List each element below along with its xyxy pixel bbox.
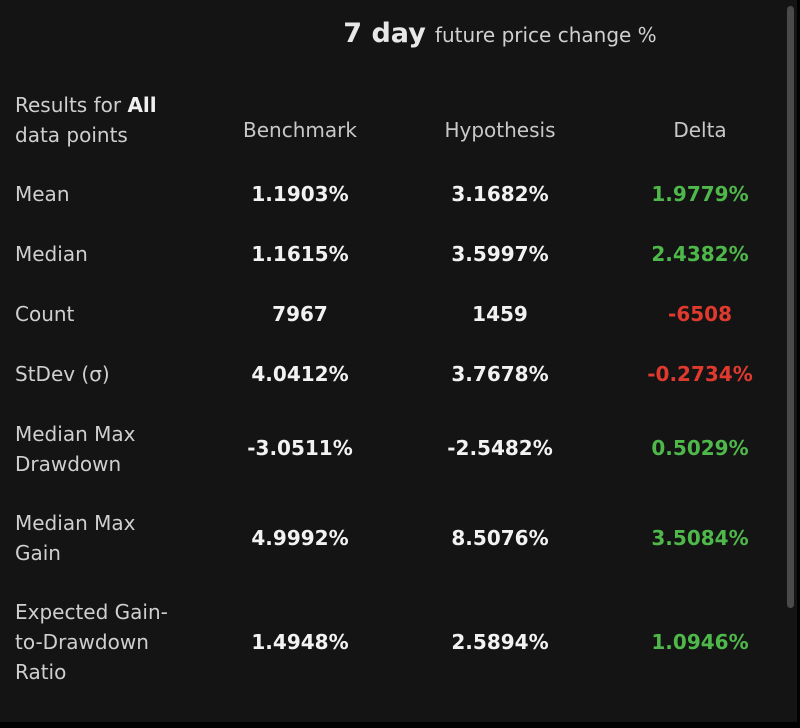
hypothesis-value: 1459: [472, 302, 528, 326]
delta-value: -0.2734%: [647, 362, 753, 386]
row-label-line2: to-Drawdown: [15, 630, 149, 654]
row-label-line2: Gain: [15, 541, 61, 565]
vertical-scrollbar[interactable]: [786, 0, 794, 722]
column-header-benchmark: Benchmark: [243, 118, 357, 142]
benchmark-value: 7967: [272, 302, 328, 326]
row-label-line3: Ratio: [15, 660, 67, 684]
delta-value: 2.4382%: [651, 242, 749, 266]
results-for-label: Results for All data points: [15, 90, 205, 150]
row-label: StDev (σ): [15, 362, 110, 386]
hypothesis-value: 3.5997%: [451, 242, 549, 266]
title-period: 7 day: [343, 18, 426, 49]
row-label: Median Max Drawdown: [15, 419, 205, 479]
benchmark-value: 4.0412%: [251, 362, 349, 386]
benchmark-value: 4.9992%: [251, 526, 349, 550]
row-label: Mean: [15, 182, 70, 206]
hypothesis-value: -2.5482%: [447, 436, 553, 460]
column-header-hypothesis: Hypothesis: [444, 118, 556, 142]
delta-value: 1.9779%: [651, 182, 749, 206]
delta-value: 3.5084%: [651, 526, 749, 550]
benchmark-value: -3.0511%: [247, 436, 353, 460]
row-label: Median Max Gain: [15, 508, 205, 568]
row-label-line1: Median Max: [15, 511, 136, 535]
results-filter: All: [127, 93, 157, 117]
row-label-line1: Expected Gain-: [15, 600, 168, 624]
benchmark-value: 1.1615%: [251, 242, 349, 266]
page-title: 7 day future price change %: [200, 18, 800, 49]
benchmark-value: 1.1903%: [251, 182, 349, 206]
delta-value: 1.0946%: [651, 630, 749, 654]
row-label-line2: Drawdown: [15, 452, 122, 476]
results-prefix: Results for: [15, 93, 128, 117]
hypothesis-value: 2.5894%: [451, 630, 549, 654]
results-suffix: data points: [15, 123, 128, 147]
column-header-delta: Delta: [673, 118, 727, 142]
hypothesis-value: 8.5076%: [451, 526, 549, 550]
row-label: Count: [15, 302, 75, 326]
hypothesis-value: 3.7678%: [451, 362, 549, 386]
scrollbar-thumb[interactable]: [787, 6, 794, 608]
benchmark-value: 1.4948%: [251, 630, 349, 654]
row-label: Median: [15, 242, 88, 266]
hypothesis-value: 3.1682%: [451, 182, 549, 206]
row-label-line1: Median Max: [15, 422, 136, 446]
title-description: future price change %: [434, 23, 657, 47]
delta-value: 0.5029%: [651, 436, 749, 460]
row-label: Expected Gain- to-Drawdown Ratio: [15, 597, 205, 687]
delta-value: -6508: [668, 302, 732, 326]
